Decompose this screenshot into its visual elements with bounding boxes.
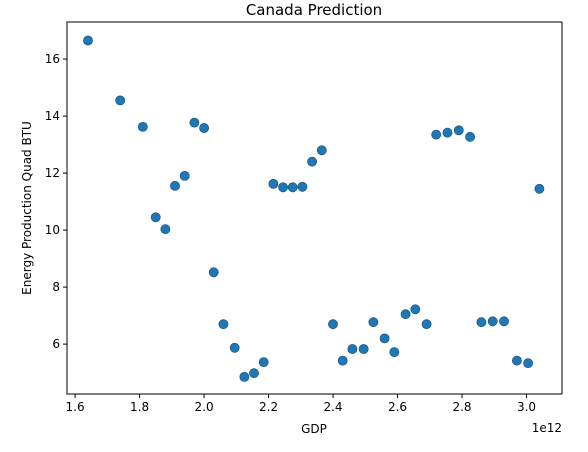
x-axis-offset-label: 1e12 [532,421,562,435]
x-tick-label: 2.2 [259,400,278,414]
data-point [189,117,200,128]
data-point [499,316,509,327]
y-tick-label: 14 [45,109,60,123]
data-point [278,182,288,193]
x-tick-label: 1.8 [130,400,149,414]
points-layer [83,35,545,382]
data-point [389,347,400,357]
data-point [307,156,317,167]
data-point [421,319,432,330]
data-point [487,316,498,327]
data-point [160,224,171,235]
data-point [150,212,161,223]
chart-title: Canada Prediction [246,1,382,19]
plot-frame [66,21,563,395]
data-point [170,180,180,191]
data-point [400,309,411,320]
data-point [287,182,298,193]
data-point [337,355,348,366]
y-tick-label: 8 [52,280,60,294]
data-point [512,355,522,366]
x-tick-label: 2.0 [195,400,214,414]
data-point [208,267,219,278]
data-point [179,170,190,181]
data-point [218,319,229,330]
data-point [268,178,279,189]
y-axis-ticks: 6 8 10 12 14 16 [45,52,67,351]
x-axis-label: GDP [301,422,327,436]
data-point [239,371,250,382]
x-tick-label: 2.4 [323,400,342,414]
data-point [368,317,379,328]
x-tick-label: 2.8 [452,400,471,414]
y-tick-label: 6 [52,337,60,351]
data-point [358,344,369,354]
data-point [379,333,390,344]
data-point [297,181,308,192]
data-point [431,129,442,140]
y-tick-label: 12 [45,166,60,180]
x-axis-ticks: 1.6 1.8 2.0 2.2 2.4 2.6 2.8 3.0 [66,394,536,414]
data-point [328,319,338,330]
data-point [534,183,545,194]
x-tick-label: 1.6 [66,400,85,414]
y-tick-label: 10 [45,223,60,237]
data-point [199,123,209,133]
data-point [476,317,487,328]
data-point [465,131,475,142]
data-point [115,95,126,106]
data-point [523,358,533,369]
data-point [258,357,269,367]
data-point [410,304,421,315]
data-point [453,125,464,136]
y-tick-label: 16 [45,52,60,66]
data-point [229,342,240,353]
data-point [137,122,148,132]
data-point [249,368,259,379]
x-tick-label: 2.6 [388,400,407,414]
y-axis-label: Energy Production Quad BTU [20,121,34,295]
data-point [83,35,93,46]
data-point [347,344,358,354]
x-tick-label: 3.0 [517,400,536,414]
data-point [316,145,327,156]
data-point [442,127,453,138]
